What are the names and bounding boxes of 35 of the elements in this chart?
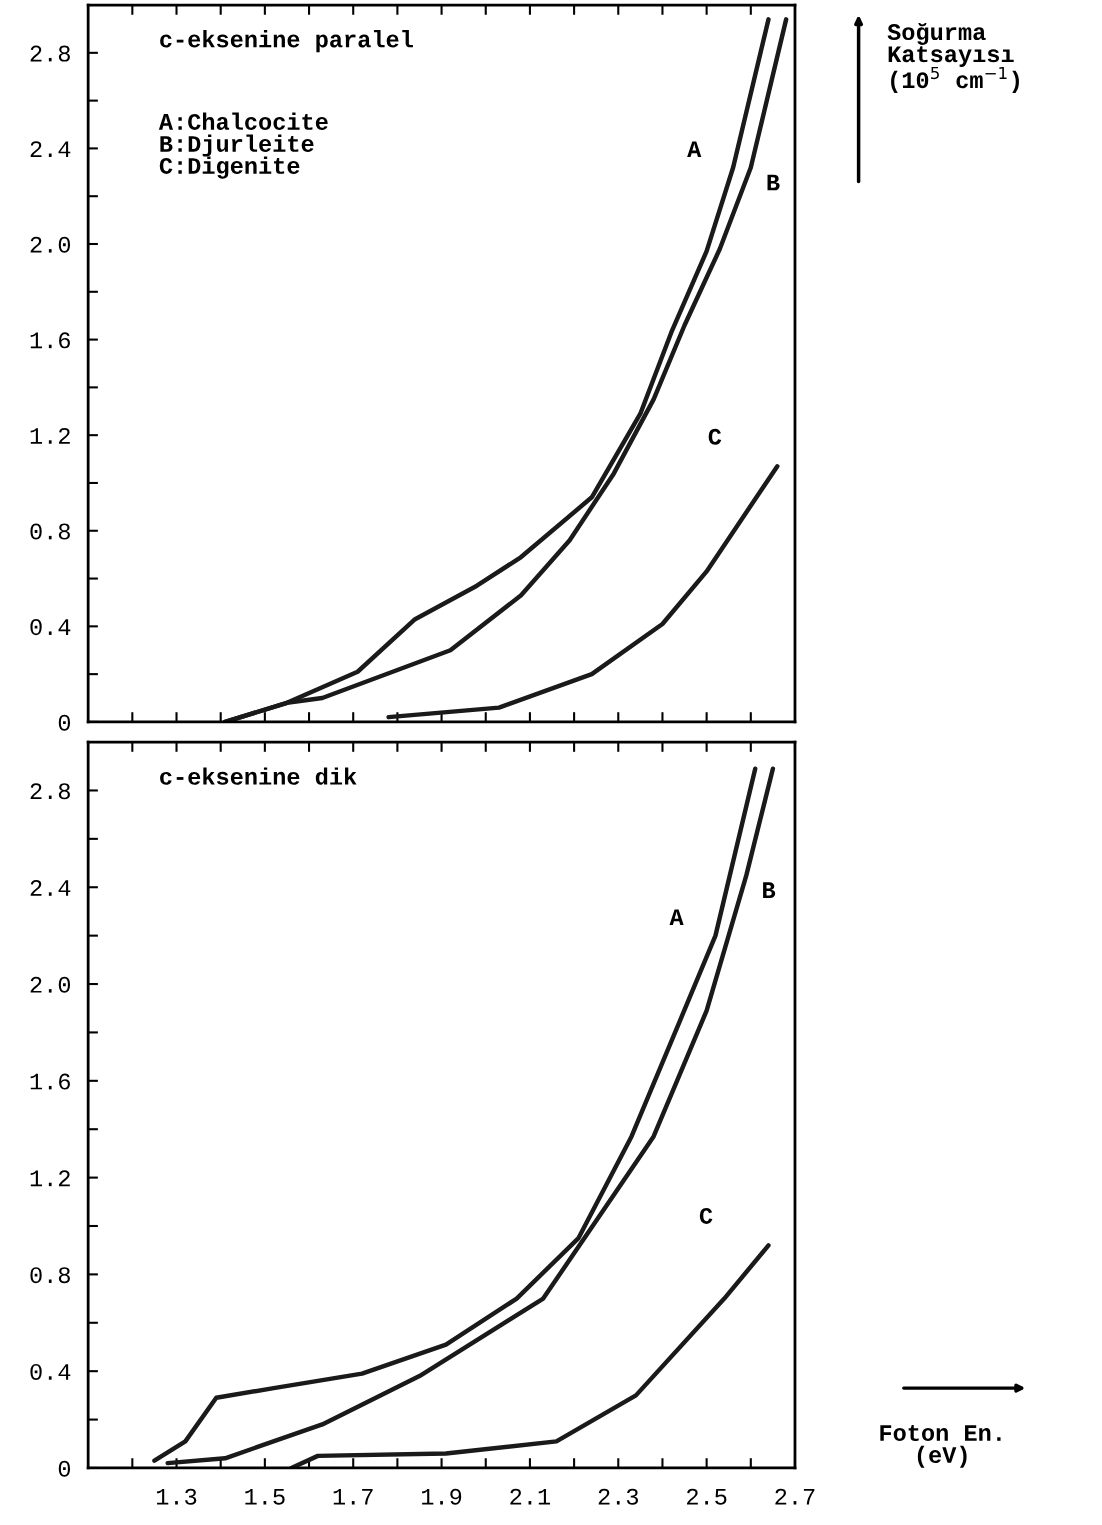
y-tick-label: 0.4 [30, 619, 71, 636]
y-tick-label: 2.8 [30, 783, 70, 800]
y-tick-label: 0.4 [30, 1363, 71, 1380]
text: C [699, 1207, 713, 1224]
y-tick-label: 2.4 [30, 141, 71, 157]
y-tick-label: 0 [58, 714, 71, 731]
x-tick-label: 2.1 [510, 1488, 551, 1505]
y-tick-label: 2.8 [30, 45, 70, 62]
series-label: B [763, 882, 776, 898]
y-tick-label: 0.8 [30, 523, 70, 540]
x-axis-title: Foton En. (eV) [880, 1425, 1001, 1468]
x-tick-label: 1.9 [422, 1488, 462, 1505]
x-tick-label: 2.7 [775, 1488, 815, 1505]
y-tick-label: 1.6 [30, 1073, 70, 1090]
text: c-eksenine dik [160, 767, 357, 785]
text: C [708, 428, 722, 445]
y-tick-label: 2.0 [30, 976, 71, 993]
x-tick-label: 2.5 [687, 1488, 727, 1505]
x-tick-label: 2.3 [598, 1488, 639, 1505]
y-axis-title: Soğurma Katsayısı (10$^{5}$ cm$^{−1}$) [887, 23, 1019, 93]
y-tick-label: 1.6 [30, 332, 70, 349]
y-tick-label: 0.8 [30, 1267, 70, 1284]
series-label: A [669, 909, 684, 926]
y-tick-label: 0 [58, 1460, 71, 1477]
annotation: A:Chalcocite B:Djurleite C:Digenite [158, 112, 328, 179]
series-label: A [687, 141, 702, 157]
y-tick-label: 2.0 [30, 236, 71, 253]
series-label: B [767, 174, 780, 191]
x-tick-label: 1.7 [333, 1488, 373, 1505]
y-tick-label: 2.4 [30, 880, 71, 896]
text: c-eksenine paralel [160, 30, 413, 53]
x-tick-label: 1.3 [156, 1488, 197, 1505]
x-tick-label: 1.5 [245, 1488, 285, 1505]
y-tick-label: 1.2 [30, 1170, 70, 1187]
y-tick-label: 1.2 [30, 427, 70, 444]
